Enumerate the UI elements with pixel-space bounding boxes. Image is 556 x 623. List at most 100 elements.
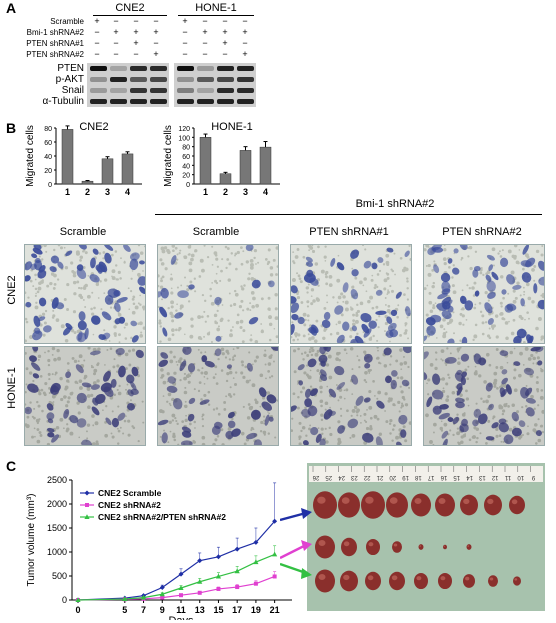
ruler-number: 16 [440,474,447,480]
stained-cell [158,419,169,426]
stained-cell [537,299,544,310]
membrane-pore [317,245,320,249]
membrane-pore [325,363,330,367]
stained-cell [65,322,73,330]
stained-cell [57,261,64,269]
membrane-pore [36,439,41,444]
membrane-pore [92,333,95,336]
stained-cell [525,397,536,404]
membrane-pore [389,419,393,423]
membrane-pore [365,426,370,431]
membrane-pore [167,392,172,397]
tumor-highlight [511,499,518,505]
membrane-pore [269,273,274,277]
membrane-pore [396,315,399,319]
membrane-pore [457,350,460,353]
stained-cell [81,382,92,388]
membrane-pore [39,375,43,378]
membrane-pore [223,401,227,404]
membrane-pore [228,262,232,266]
membrane-pore [170,287,173,290]
membrane-pore [356,332,359,336]
membrane-pore [232,326,234,328]
membrane-pore [480,397,483,400]
membrane-pore [496,387,499,390]
membrane-pore [267,411,269,413]
condition-label: PTEN shRNA#2 [26,50,84,59]
stained-cell [530,347,541,352]
column-label: PTEN shRNA#1 [309,226,389,238]
membrane-pore [32,285,35,288]
membrane-pore [257,261,260,264]
stained-cell [445,299,453,307]
membrane-pore [390,289,395,293]
x-tick-label: 1 [203,187,208,197]
membrane-pore [376,273,380,276]
membrane-pore [485,441,488,445]
membrane-pore [522,286,525,289]
membrane-pore [193,420,196,424]
stained-cell [310,388,318,397]
membrane-pore [184,404,188,409]
blot-band [237,99,254,104]
membrane-pore [319,385,323,390]
membrane-pore [160,279,163,283]
stained-cell [472,269,479,278]
membrane-pore [433,260,436,263]
membrane-pore [343,389,346,392]
membrane-pore [500,440,503,443]
micrograph-image [290,244,412,344]
membrane-pore [298,277,302,281]
membrane-pore [487,394,491,399]
stained-cell [375,310,387,316]
stained-cell [330,258,336,267]
membrane-pore [475,427,480,431]
membrane-pore [76,329,80,334]
membrane-pore [377,326,380,329]
stained-cell [498,422,509,433]
membrane-pore [340,292,344,296]
membrane-pore [29,401,32,404]
membrane-pore [267,369,270,373]
membrane-pore [309,385,313,388]
row-label-cne2: CNE2 [6,275,18,305]
membrane-pore [128,308,131,310]
membrane-pore [376,417,380,421]
membrane-pore [535,381,539,385]
membrane-pore [500,275,504,279]
membrane-pore [250,426,254,430]
stained-cell [336,262,345,271]
condition-sign: − [113,49,119,59]
membrane-pore [384,321,389,326]
membrane-pore [524,404,528,408]
membrane-pore [432,281,436,285]
membrane-pore [70,391,74,395]
membrane-pore [260,420,264,425]
membrane-pore [213,313,218,318]
membrane-pore [521,406,524,409]
stained-cell [363,397,371,403]
membrane-pore [445,382,449,386]
data-point [272,518,278,524]
membrane-pore [326,294,328,297]
stained-cell [92,248,99,255]
stained-cell [432,405,442,415]
stained-cell [424,371,428,380]
membrane-pore [139,294,141,297]
tumor-highlight [343,541,350,547]
membrane-pore [210,341,213,343]
membrane-pore [172,249,175,253]
stained-cell [297,364,305,371]
tumor-photo: 26 25 24 23 22 21 20 19 18 17 16 15 14 13 12 11 10 9 [307,463,545,611]
membrane-pore [308,337,312,341]
stained-cell [464,300,474,311]
membrane-pore [525,282,530,287]
membrane-pore [91,366,93,369]
series-arrows [280,508,312,579]
membrane-pore [372,334,375,338]
stained-cell [33,315,41,327]
membrane-pore [472,294,476,297]
membrane-pore [238,304,243,309]
bar [199,137,212,185]
membrane-pore [265,377,267,380]
